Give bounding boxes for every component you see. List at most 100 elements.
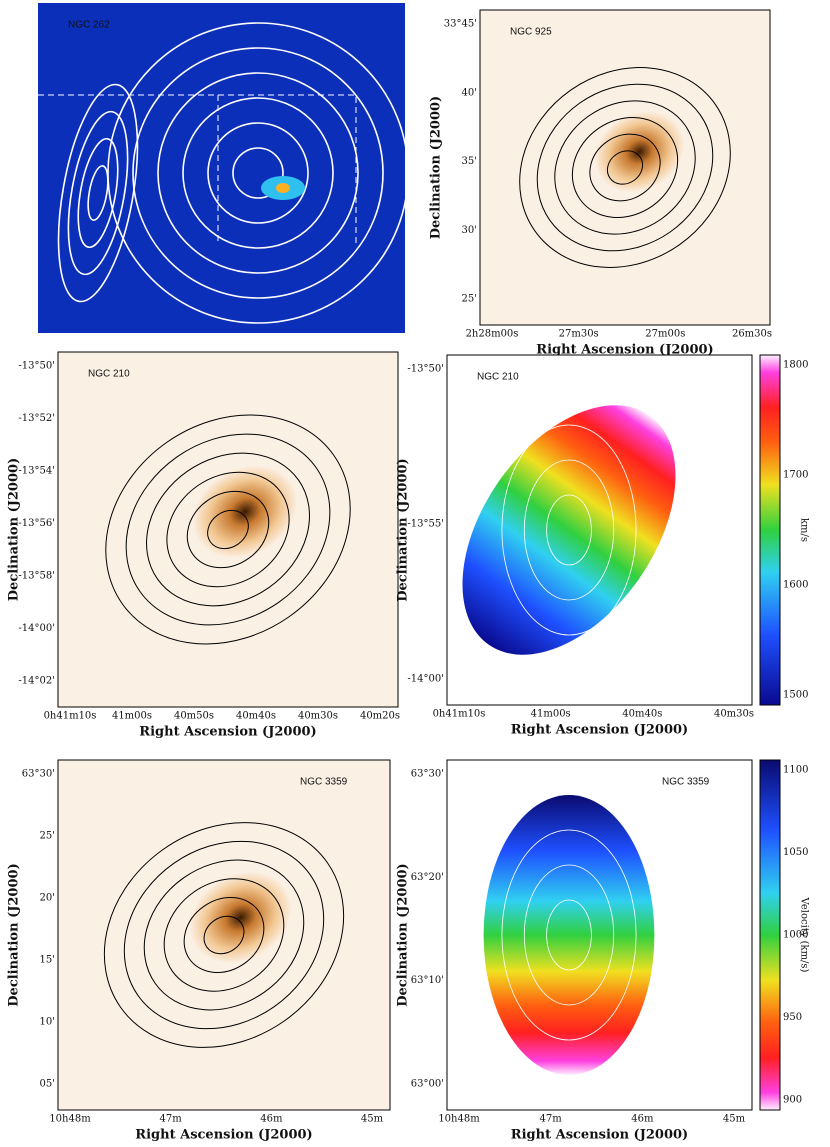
panel: NGC 3359 10h48m 47m 46m 45m 63°30' 25' 20' 15' 10… bbox=[7, 759, 391, 1143]
y-tick-label: 33°45' bbox=[444, 19, 477, 30]
x-tick-label: 40m30s bbox=[298, 711, 338, 722]
x-tick-label: 40m40s bbox=[236, 711, 276, 722]
x-tick-label: 46m bbox=[260, 1114, 283, 1125]
galaxy bbox=[595, 111, 684, 192]
contour bbox=[132, 47, 384, 299]
box-outline bbox=[38, 94, 357, 243]
x-tick-label: 45m bbox=[723, 1114, 746, 1125]
x-tick-label: 40m30s bbox=[714, 709, 754, 720]
y-tick-label: 63°00' bbox=[411, 1079, 444, 1090]
velocity-field bbox=[462, 405, 676, 655]
panel: 1100 1050 1000 950 900 Velocity (km/s) NGC 335… bbox=[396, 759, 810, 1143]
contour bbox=[105, 414, 351, 645]
y-tick-label: 63°20' bbox=[411, 872, 444, 883]
x-axis-label: Right Ascension (J2000) bbox=[536, 343, 713, 358]
y-tick-label: -13°52' bbox=[18, 413, 55, 424]
y-tick-label: 20' bbox=[40, 893, 55, 904]
colorbar-tick-label: 950 bbox=[783, 1012, 802, 1023]
x-axis-label: Right Ascension (J2000) bbox=[511, 723, 688, 738]
contour bbox=[146, 452, 310, 607]
contour bbox=[103, 822, 345, 1048]
x-tick-label: 27m30s bbox=[559, 329, 599, 340]
y-axis-label: Declination (J2000) bbox=[429, 96, 444, 239]
y-tick-label: 10' bbox=[40, 1017, 55, 1028]
contour bbox=[606, 150, 644, 185]
x-axis-label: Right Ascension (J2000) bbox=[139, 725, 316, 740]
colorbar-label: km/s bbox=[799, 518, 810, 542]
colorbar-tick-label: 1000 bbox=[783, 930, 808, 941]
contour bbox=[67, 110, 129, 276]
contour bbox=[123, 840, 325, 1030]
y-tick-label: 25' bbox=[462, 294, 477, 305]
x-axis-label: Right Ascension (J2000) bbox=[511, 1128, 688, 1143]
contour bbox=[77, 137, 119, 249]
y-tick-label: 30' bbox=[462, 225, 477, 236]
y-axis-label: Declination (J2000) bbox=[396, 863, 411, 1006]
contour bbox=[163, 878, 285, 992]
x-tick-label: 40m20s bbox=[360, 711, 400, 722]
panel-label: NGC 262 bbox=[68, 20, 110, 31]
galaxy bbox=[190, 872, 292, 963]
y-tick-label: 40' bbox=[462, 87, 477, 98]
colorbar-tick-label: 1700 bbox=[783, 470, 808, 481]
y-tick-label: 63°30' bbox=[22, 769, 55, 780]
panel: 1800 1700 1600 1500 km/s NGC 210 0h41m10s 41m00… bbox=[396, 354, 810, 738]
contour bbox=[523, 864, 615, 1006]
y-tick-label: -13°55' bbox=[407, 519, 444, 530]
y-tick-label: 35' bbox=[462, 156, 477, 167]
y-axis-label: Declination (J2000) bbox=[7, 458, 22, 601]
y-tick-label: -13°50' bbox=[407, 364, 444, 375]
panel: NGC 210 0h41m10s 41m00s 40m50s 40m40s 40m30s 4… bbox=[7, 351, 400, 740]
x-tick-label: 10h48m bbox=[438, 1114, 480, 1125]
x-tick-label: 27m00s bbox=[645, 329, 685, 340]
panel-label: NGC 210 bbox=[88, 369, 130, 380]
colorbar-tick-label: 1800 bbox=[783, 360, 808, 371]
y-axis-label: Declination (J2000) bbox=[7, 863, 22, 1006]
panel-label: NGC 3359 bbox=[300, 777, 348, 788]
velocity-field bbox=[483, 795, 655, 1075]
contour bbox=[186, 490, 270, 569]
y-tick-label: 63°10' bbox=[411, 975, 444, 986]
contour bbox=[546, 899, 592, 971]
y-tick-label: 15' bbox=[40, 955, 55, 966]
y-axis-label: Declination (J2000) bbox=[396, 458, 411, 601]
x-tick-label: 2h28m00s bbox=[466, 329, 519, 340]
panel: NGC 262 bbox=[38, 3, 409, 333]
y-tick-label: -14°00' bbox=[18, 623, 55, 634]
contour bbox=[57, 83, 139, 303]
contour bbox=[125, 433, 331, 626]
colorbar-tick-label: 1100 bbox=[783, 765, 808, 776]
contour bbox=[157, 72, 359, 274]
y-tick-label: -13°56' bbox=[18, 518, 55, 529]
x-tick-label: 41m00s bbox=[531, 709, 571, 720]
contour bbox=[571, 117, 679, 218]
contour bbox=[183, 897, 265, 973]
colorbar-label: Velocity (km/s) bbox=[799, 897, 810, 973]
x-tick-label: 46m bbox=[631, 1114, 654, 1125]
x-tick-label: 26m30s bbox=[732, 329, 772, 340]
colorbar-tick-label: 1600 bbox=[783, 580, 808, 591]
image bbox=[38, 3, 405, 333]
contour bbox=[182, 97, 334, 249]
y-tick-label: -14°00' bbox=[407, 674, 444, 685]
colorbar-tick-label: 1500 bbox=[783, 690, 808, 701]
y-tick-label: 63°30' bbox=[411, 769, 444, 780]
y-tick-label: -13°58' bbox=[18, 571, 55, 582]
contour bbox=[501, 424, 637, 636]
panel-label: NGC 210 bbox=[477, 372, 519, 383]
panel-label: NGC 925 bbox=[510, 27, 552, 38]
x-tick-label: 41m00s bbox=[112, 711, 152, 722]
contour bbox=[501, 829, 637, 1041]
panel-label: NGC 3359 bbox=[662, 777, 710, 788]
contour bbox=[546, 494, 592, 566]
x-tick-label: 10h48m bbox=[49, 1114, 91, 1125]
contour bbox=[523, 459, 615, 601]
y-tick-label: -13°50' bbox=[18, 361, 55, 372]
x-axis-label: Right Ascension (J2000) bbox=[135, 1128, 312, 1143]
contour bbox=[589, 133, 661, 202]
x-tick-label: 45m bbox=[361, 1114, 384, 1125]
x-tick-label: 0h41m10s bbox=[433, 709, 486, 720]
contour bbox=[554, 100, 696, 235]
colorbar bbox=[759, 354, 781, 706]
